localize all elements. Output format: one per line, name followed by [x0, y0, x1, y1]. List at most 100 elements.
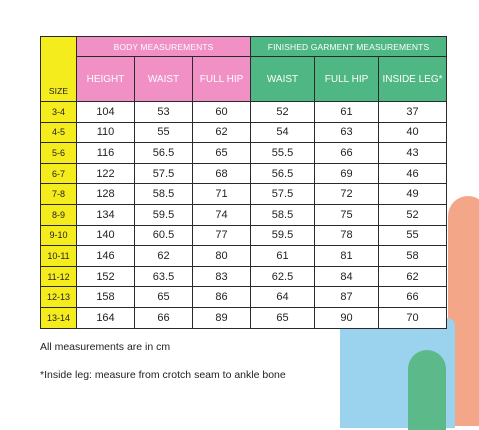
- body-full-hip-cell: 60: [191, 101, 252, 123]
- body-full-hip-cell: 86: [191, 286, 252, 308]
- body-waist-cell: 60.5: [134, 224, 193, 247]
- table-row: 4-5 110 55 62 54 63 40: [40, 121, 448, 144]
- garment-full-hip-cell: 84: [314, 265, 380, 288]
- table-row: 13-14 164 66 89 65 90 70: [40, 306, 448, 329]
- height-cell: 116: [76, 142, 135, 164]
- group-header-row: SIZE BODY MEASUREMENTS FINISHED GARMENT …: [40, 36, 448, 102]
- size-cell: 11-12: [40, 265, 77, 288]
- body-full-hip-cell: 68: [191, 162, 252, 185]
- garment-full-hip-cell: 87: [314, 286, 380, 308]
- column-header-body-full-hip: FULL HIP: [191, 56, 252, 102]
- column-header-body-waist: WAIST: [134, 56, 193, 102]
- body-full-hip-cell: 89: [191, 306, 252, 329]
- size-cell: 9-10: [40, 224, 77, 247]
- units-note: All measurements are in cm: [40, 341, 171, 353]
- inside-leg-cell: 40: [378, 121, 448, 144]
- garment-waist-cell: 57.5: [250, 183, 316, 205]
- height-cell: 140: [76, 224, 135, 247]
- size-cell: 13-14: [40, 306, 77, 329]
- garment-waist-cell: 56.5: [250, 162, 316, 185]
- garment-full-hip-cell: 78: [314, 224, 380, 247]
- table-row: 7-8 128 58.5 71 57.5 72 49: [40, 183, 448, 205]
- body-waist-cell: 56.5: [134, 142, 193, 164]
- height-cell: 104: [76, 101, 135, 123]
- height-cell: 110: [76, 121, 135, 144]
- inside-leg-cell: 70: [378, 306, 448, 329]
- inside-leg-cell: 66: [378, 286, 448, 308]
- size-cell: 3-4: [40, 101, 77, 123]
- inside-leg-note: *Inside leg: measure from crotch seam to…: [40, 369, 286, 381]
- body-waist-cell: 55: [134, 121, 193, 144]
- body-full-hip-cell: 62: [191, 121, 252, 144]
- height-cell: 134: [76, 203, 135, 226]
- size-header: SIZE: [40, 36, 77, 102]
- body-full-hip-cell: 74: [191, 203, 252, 226]
- size-cell: 8-9: [40, 203, 77, 226]
- garment-full-hip-cell: 81: [314, 245, 380, 267]
- height-cell: 158: [76, 286, 135, 308]
- inside-leg-cell: 58: [378, 245, 448, 267]
- size-table-body: 3-4 104 53 60 52 61 37 4-5 110 55 62 54 63 40 5-6 116 56…: [40, 101, 448, 329]
- table-row: 9-10 140 60.5 77 59.5 78 55: [40, 224, 448, 247]
- column-header-garment-waist: WAIST: [250, 56, 316, 102]
- body-waist-cell: 59.5: [134, 203, 193, 226]
- inside-leg-cell: 55: [378, 224, 448, 247]
- table-row: 12-13 158 65 86 64 87 66: [40, 286, 448, 308]
- garment-full-hip-cell: 90: [314, 306, 380, 329]
- body-full-hip-cell: 80: [191, 245, 252, 267]
- column-header-height: HEIGHT: [76, 56, 135, 102]
- table-row: 6-7 122 57.5 68 56.5 69 46: [40, 162, 448, 185]
- inside-leg-cell: 49: [378, 183, 448, 205]
- column-header-inside-leg: INSIDE LEG*: [378, 56, 448, 102]
- inside-leg-cell: 52: [378, 203, 448, 226]
- garment-full-hip-cell: 72: [314, 183, 380, 205]
- garment-full-hip-cell: 66: [314, 142, 380, 164]
- height-cell: 128: [76, 183, 135, 205]
- body-measurements-header: BODY MEASUREMENTS: [75, 36, 252, 57]
- decorative-green-shape: [408, 350, 446, 430]
- column-header-garment-full-hip: FULL HIP: [314, 56, 380, 102]
- column-header-row: HEIGHT WAIST FULL HIP WAIST FULL HIP INS…: [41, 56, 448, 102]
- body-waist-cell: 58.5: [134, 183, 193, 205]
- body-waist-cell: 63.5: [134, 265, 193, 288]
- height-cell: 164: [76, 306, 135, 329]
- body-full-hip-cell: 83: [191, 265, 252, 288]
- table-row: 8-9 134 59.5 74 58.5 75 52: [40, 203, 448, 226]
- size-cell: 10-11: [40, 245, 77, 267]
- table-row: 11-12 152 63.5 83 62.5 84 62: [40, 265, 448, 288]
- inside-leg-cell: 43: [378, 142, 448, 164]
- size-cell: 5-6: [40, 142, 77, 164]
- garment-full-hip-cell: 75: [314, 203, 380, 226]
- garment-waist-cell: 62.5: [250, 265, 316, 288]
- garment-waist-cell: 55.5: [250, 142, 316, 164]
- garment-full-hip-cell: 63: [314, 121, 380, 144]
- garment-waist-cell: 58.5: [250, 203, 316, 226]
- garment-full-hip-cell: 69: [314, 162, 380, 185]
- body-full-hip-cell: 77: [191, 224, 252, 247]
- body-waist-cell: 65: [134, 286, 193, 308]
- table-row: 3-4 104 53 60 52 61 37: [40, 101, 448, 123]
- garment-waist-cell: 65: [250, 306, 316, 329]
- height-cell: 122: [76, 162, 135, 185]
- size-chart-table: SIZE BODY MEASUREMENTS FINISHED GARMENT …: [40, 36, 448, 329]
- inside-leg-cell: 46: [378, 162, 448, 185]
- table-row: 5-6 116 56.5 65 55.5 66 43: [40, 142, 448, 164]
- size-cell: 6-7: [40, 162, 77, 185]
- size-cell: 7-8: [40, 183, 77, 205]
- body-full-hip-cell: 65: [191, 142, 252, 164]
- garment-waist-cell: 61: [250, 245, 316, 267]
- inside-leg-cell: 62: [378, 265, 448, 288]
- height-cell: 146: [76, 245, 135, 267]
- height-cell: 152: [76, 265, 135, 288]
- size-cell: 4-5: [40, 121, 77, 144]
- garment-waist-cell: 52: [250, 101, 316, 123]
- inside-leg-cell: 37: [378, 101, 448, 123]
- body-waist-cell: 66: [134, 306, 193, 329]
- body-waist-cell: 53: [134, 101, 193, 123]
- body-waist-cell: 57.5: [134, 162, 193, 185]
- size-cell: 12-13: [40, 286, 77, 308]
- garment-full-hip-cell: 61: [314, 101, 380, 123]
- table-row: 10-11 146 62 80 61 81 58: [40, 245, 448, 267]
- body-waist-cell: 62: [134, 245, 193, 267]
- garment-waist-cell: 64: [250, 286, 316, 308]
